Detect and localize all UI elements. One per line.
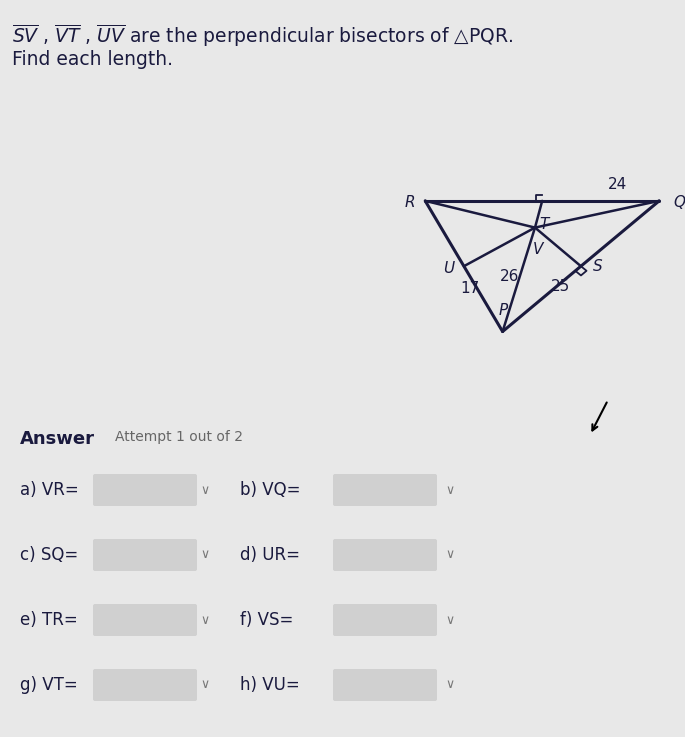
FancyBboxPatch shape — [93, 604, 197, 636]
Text: ∨: ∨ — [200, 548, 209, 562]
Text: V: V — [533, 242, 543, 256]
Text: ∨: ∨ — [200, 679, 209, 691]
Text: Attempt 1 out of 2: Attempt 1 out of 2 — [115, 430, 243, 444]
Text: ∨: ∨ — [200, 483, 209, 497]
Text: h) VU=: h) VU= — [240, 676, 300, 694]
Text: 25: 25 — [551, 279, 570, 295]
Text: c) SQ=: c) SQ= — [20, 546, 78, 564]
Text: f) VS=: f) VS= — [240, 611, 293, 629]
Text: 26: 26 — [500, 269, 519, 284]
FancyBboxPatch shape — [333, 474, 437, 506]
Text: g) VT=: g) VT= — [20, 676, 78, 694]
Text: ∨: ∨ — [445, 483, 454, 497]
Text: P: P — [499, 303, 508, 318]
FancyBboxPatch shape — [333, 539, 437, 571]
Text: d) UR=: d) UR= — [240, 546, 300, 564]
Text: S: S — [593, 259, 603, 273]
Text: Q: Q — [673, 195, 685, 210]
Text: Find each length.: Find each length. — [12, 50, 173, 69]
Text: a) VR=: a) VR= — [20, 481, 79, 499]
FancyBboxPatch shape — [93, 669, 197, 701]
FancyBboxPatch shape — [93, 474, 197, 506]
Text: ∨: ∨ — [200, 613, 209, 626]
Text: ∨: ∨ — [445, 613, 454, 626]
Text: U: U — [443, 261, 454, 276]
Text: b) VQ=: b) VQ= — [240, 481, 301, 499]
Text: R: R — [405, 195, 415, 210]
FancyBboxPatch shape — [93, 539, 197, 571]
Text: Answer: Answer — [20, 430, 95, 448]
Text: 24: 24 — [608, 177, 627, 192]
Text: T: T — [540, 217, 549, 232]
FancyBboxPatch shape — [333, 604, 437, 636]
Text: 17: 17 — [460, 281, 480, 296]
FancyBboxPatch shape — [333, 669, 437, 701]
Text: ∨: ∨ — [445, 548, 454, 562]
Text: $\overline{SV}$ , $\overline{VT}$ , $\overline{UV}$ are the perpendicular bisect: $\overline{SV}$ , $\overline{VT}$ , $\ov… — [12, 22, 513, 49]
Text: e) TR=: e) TR= — [20, 611, 78, 629]
Text: ∨: ∨ — [445, 679, 454, 691]
